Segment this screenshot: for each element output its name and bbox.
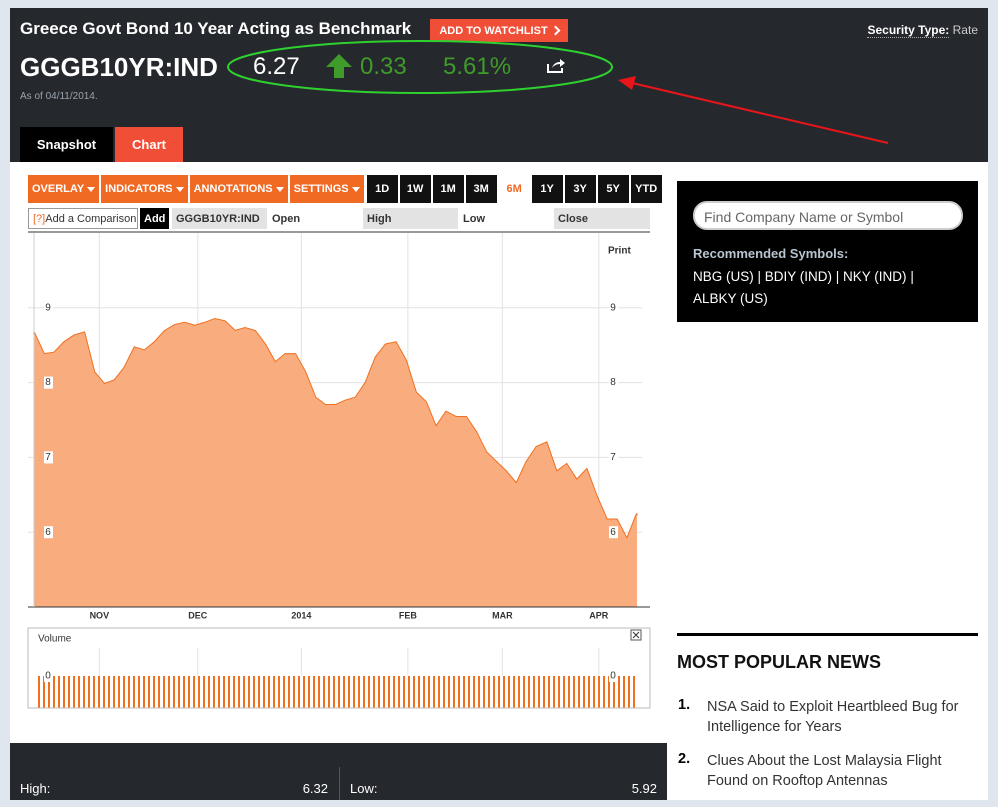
- add-button[interactable]: Add: [140, 208, 169, 229]
- stat-label: Low:: [350, 781, 378, 796]
- search-input[interactable]: Find Company Name or Symbol: [693, 201, 963, 230]
- range-button[interactable]: YTD: [630, 175, 662, 203]
- menu-button[interactable]: INDICATORS: [101, 175, 188, 203]
- change-percent: 5.61%: [443, 53, 512, 80]
- security-type-value: Rate: [952, 23, 978, 37]
- price: 6.27: [253, 53, 300, 80]
- news-number: 2.: [678, 751, 691, 767]
- news-number: 1.: [678, 697, 691, 713]
- watchlist-button[interactable]: ADD TO WATCHLIST: [430, 19, 568, 42]
- symbol-link[interactable]: BDIY (IND): [764, 269, 833, 284]
- share-icon[interactable]: [546, 58, 566, 74]
- range-button[interactable]: 1W: [399, 175, 431, 203]
- chart-toolbar: OVERLAY INDICATORS ANNOTATIONS SETTINGS …: [28, 175, 662, 203]
- range-button[interactable]: 6M: [498, 175, 530, 203]
- menu-button[interactable]: ANNOTATIONS: [189, 175, 288, 203]
- field: Open: [272, 212, 301, 225]
- symbol-link[interactable]: NBG (US): [693, 269, 754, 284]
- news-headline[interactable]: NSA Said to Exploit Heartbleed Bug for I…: [707, 699, 959, 735]
- change: 0.33: [360, 53, 407, 80]
- range-button[interactable]: 3M: [465, 175, 497, 203]
- news-rule: [677, 633, 978, 636]
- up-arrow: [326, 54, 352, 78]
- symbol-list: NBG (US) | BDIY (IND) | NKY (IND) | ALBKY…: [693, 269, 914, 306]
- range-button[interactable]: 5Y: [597, 175, 629, 203]
- news-headline[interactable]: Clues About the Lost Malaysia Flight Fou…: [707, 753, 942, 789]
- symbol-link[interactable]: NKY (IND): [843, 269, 907, 284]
- ticker: GGGB10YR:IND: [20, 52, 218, 82]
- divider: [339, 767, 340, 800]
- comparison-label: Add a Comparison: [45, 212, 137, 225]
- page-title: Greece Govt Bond 10 Year Acting as Bench…: [20, 19, 412, 38]
- stat-value: 6.32: [302, 781, 328, 796]
- field: High: [363, 208, 458, 229]
- security-type: Security Type: Rate: [867, 23, 978, 38]
- range-button[interactable]: 1Y: [531, 175, 563, 203]
- symbol-link[interactable]: ALBKY (US): [693, 291, 768, 306]
- range-button[interactable]: 3Y: [564, 175, 596, 203]
- stat-label: High:: [20, 781, 51, 796]
- security-type-label: Security Type:: [867, 23, 950, 38]
- tab[interactable]: Chart: [115, 127, 183, 162]
- symbol: GGGB10YR:IND: [172, 208, 267, 229]
- as-of-date: As of 04/11/2014.: [20, 91, 98, 102]
- range-button[interactable]: 1M: [432, 175, 464, 203]
- button-label: ADD TO WATCHLIST: [439, 24, 548, 37]
- range-button[interactable]: 1D: [366, 175, 398, 203]
- field: Close: [554, 208, 650, 229]
- menu-button[interactable]: OVERLAY: [28, 175, 100, 203]
- help[interactable]: [?]: [33, 212, 46, 225]
- volume-bars: [38, 676, 637, 708]
- menu-button[interactable]: SETTINGS: [289, 175, 364, 203]
- field: Low: [463, 212, 485, 225]
- comparison-input[interactable]: [?] Add a Comparison: [28, 208, 138, 229]
- stat-value: 5.92: [631, 781, 657, 796]
- news-title: MOST POPULAR NEWS: [677, 652, 882, 672]
- tab[interactable]: Snapshot: [20, 127, 113, 162]
- stats-bar: [10, 743, 667, 800]
- recommended-label: Recommended Symbols:: [693, 246, 849, 261]
